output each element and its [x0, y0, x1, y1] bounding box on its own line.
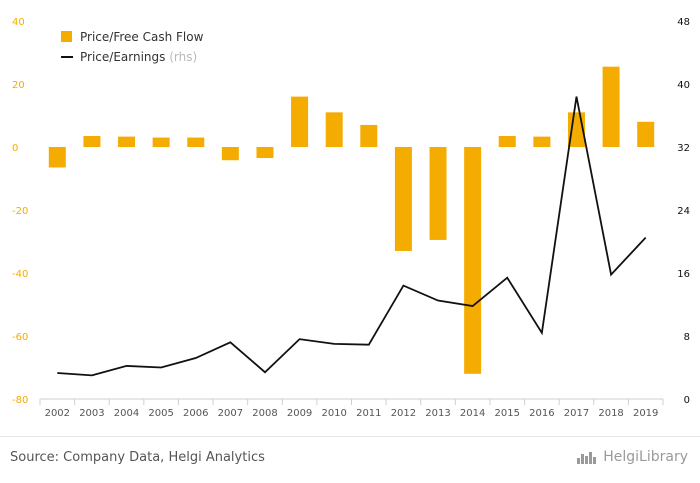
x-tick-label: 2019 — [633, 408, 658, 419]
city-skyline-icon — [577, 450, 599, 464]
y-right-tick-label: 8 — [684, 332, 690, 343]
x-tick-label: 2007 — [218, 408, 243, 419]
x-tick-label: 2005 — [148, 408, 173, 419]
y-left-tick-label: 20 — [12, 80, 25, 91]
x-tick-label: 2010 — [321, 408, 346, 419]
bar-price-fcf-2004 — [118, 136, 136, 147]
axes-layer: 2002 2003 2004 2005 2006 2007 2008 2009 2010 2011… — [12, 17, 690, 419]
legend-rhs-note: (rhs) — [169, 50, 197, 64]
footer-divider — [0, 436, 700, 437]
bar-price-fcf-2002 — [48, 147, 66, 168]
x-tick-label: 2002 — [45, 408, 70, 419]
y-right-tick-label: 40 — [677, 80, 690, 91]
y-left-tick-label: -20 — [12, 206, 28, 217]
x-tick-label: 2011 — [356, 408, 381, 419]
bar-price-fcf-2003 — [83, 135, 101, 147]
x-tick-label: 2012 — [391, 408, 416, 419]
y-right-tick-label: 24 — [677, 206, 690, 217]
logo-text: HelgiLibrary — [603, 449, 688, 465]
y-right-tick-label: 0 — [684, 395, 690, 406]
line-price-earnings — [57, 96, 647, 377]
line-layer — [57, 96, 647, 377]
bar-price-fcf-2012 — [394, 147, 412, 251]
helgi-library-logo: HelgiLibrary — [577, 449, 688, 465]
y-left-tick-label: 40 — [12, 17, 25, 28]
bar-price-fcf-2009 — [291, 96, 309, 147]
bar-price-fcf-2015 — [498, 135, 516, 147]
bar-price-fcf-2014 — [464, 147, 482, 374]
x-tick-label: 2013 — [425, 408, 450, 419]
y-left-tick-label: 0 — [12, 143, 18, 154]
x-tick-label: 2017 — [564, 408, 589, 419]
bar-price-fcf-2011 — [360, 124, 378, 147]
x-tick-label: 2008 — [252, 408, 277, 419]
x-tick-label: 2016 — [529, 408, 554, 419]
x-tick-label: 2015 — [495, 408, 520, 419]
y-right-tick-label: 48 — [677, 17, 690, 28]
bars-layer — [48, 66, 655, 374]
bar-price-fcf-2019 — [637, 121, 655, 147]
x-tick-label: 2009 — [287, 408, 312, 419]
bar-price-fcf-2006 — [187, 137, 205, 147]
y-right-tick-label: 32 — [677, 143, 690, 154]
y-right-tick-label: 16 — [677, 269, 690, 280]
y-left-tick-label: -40 — [12, 269, 28, 280]
y-left-tick-label: -80 — [12, 395, 28, 406]
x-tick-label: 2018 — [598, 408, 623, 419]
bar-price-fcf-2008 — [256, 147, 274, 159]
chart-canvas: 2002 2003 2004 2005 2006 2007 2008 2009 2010 2011… — [12, 17, 690, 419]
x-tick-label: 2003 — [79, 408, 104, 419]
bar-price-fcf-2016 — [533, 136, 551, 147]
legend-swatch-price-fcf — [61, 31, 72, 42]
bar-price-fcf-2018 — [602, 66, 620, 147]
x-tick-label: 2006 — [183, 408, 208, 419]
bar-price-fcf-2013 — [429, 147, 447, 240]
legend-series-name: Price/Earnings — [80, 50, 169, 64]
legend-label-price-earnings: Price/Earnings (rhs) — [80, 50, 197, 64]
bar-price-fcf-2005 — [152, 137, 170, 147]
bar-price-fcf-2007 — [221, 147, 239, 161]
y-left-tick-label: -60 — [12, 332, 28, 343]
x-tick-label: 2014 — [460, 408, 485, 419]
source-note: Source: Company Data, Helgi Analytics — [10, 450, 265, 465]
legend-label-price-fcf: Price/Free Cash Flow — [80, 30, 204, 44]
legend: Price/Free Cash Flow Price/Earnings (rhs) — [61, 30, 204, 64]
x-tick-label: 2004 — [114, 408, 139, 419]
bar-price-fcf-2010 — [325, 112, 343, 147]
